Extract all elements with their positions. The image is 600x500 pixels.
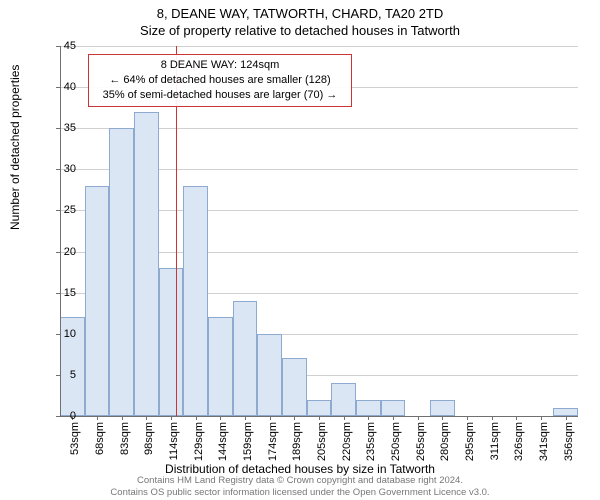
footer-line-1: Contains HM Land Registry data © Crown c… xyxy=(0,475,600,486)
y-tick-label: 5 xyxy=(46,369,76,381)
x-tick-label: 265sqm xyxy=(415,422,427,461)
y-axis-line xyxy=(60,46,61,416)
y-tick-label: 45 xyxy=(46,40,76,52)
y-tick-label: 15 xyxy=(46,287,76,299)
callout-box: 8 DEANE WAY: 124sqm← 64% of detached hou… xyxy=(88,54,352,107)
histogram-bar xyxy=(430,400,455,416)
y-tick-label: 40 xyxy=(46,81,76,93)
x-tick-label: 68sqm xyxy=(94,422,106,455)
x-tick-label: 159sqm xyxy=(242,422,254,461)
histogram-bar xyxy=(553,408,578,416)
x-tick-label: 235sqm xyxy=(365,422,377,461)
x-tick-label: 220sqm xyxy=(341,422,353,461)
y-axis-title: Number of detached properties xyxy=(8,65,22,230)
callout-line-3: 35% of semi-detached houses are larger (… xyxy=(95,88,345,103)
y-tick-label: 0 xyxy=(46,410,76,422)
grid-line xyxy=(60,46,578,47)
callout-line-2: ← 64% of detached houses are smaller (12… xyxy=(95,73,345,88)
histogram-bar xyxy=(233,301,258,416)
y-tick-label: 35 xyxy=(46,122,76,134)
histogram-bar xyxy=(381,400,406,416)
y-tick-label: 30 xyxy=(46,163,76,175)
histogram-bar xyxy=(282,358,307,416)
histogram-bar xyxy=(257,334,282,416)
histogram-bar xyxy=(109,128,134,416)
x-tick-label: 98sqm xyxy=(143,422,155,455)
footer-line-2: Contains OS public sector information li… xyxy=(0,487,600,498)
x-tick-label: 356sqm xyxy=(563,422,575,461)
x-axis-title: Distribution of detached houses by size … xyxy=(0,462,600,476)
histogram-bar xyxy=(307,400,332,416)
x-tick-label: 189sqm xyxy=(291,422,303,461)
histogram-bar xyxy=(208,317,233,416)
histogram-bar xyxy=(356,400,381,416)
y-tick-label: 10 xyxy=(46,328,76,340)
chart-title-desc: Size of property relative to detached ho… xyxy=(0,21,600,38)
histogram-bar xyxy=(183,186,208,416)
y-tick-label: 20 xyxy=(46,246,76,258)
histogram-bar xyxy=(331,383,356,416)
x-tick-label: 250sqm xyxy=(390,422,402,461)
x-tick-label: 174sqm xyxy=(267,422,279,461)
chart-plot-area: 8 DEANE WAY: 124sqm← 64% of detached hou… xyxy=(60,46,578,416)
chart-title-address: 8, DEANE WAY, TATWORTH, CHARD, TA20 2TD xyxy=(0,0,600,21)
callout-line-1: 8 DEANE WAY: 124sqm xyxy=(95,58,345,73)
x-tick-label: 280sqm xyxy=(439,422,451,461)
x-tick-label: 311sqm xyxy=(489,422,501,460)
x-tick-label: 83sqm xyxy=(119,422,131,455)
histogram-bar xyxy=(85,186,110,416)
histogram-bar xyxy=(159,268,184,416)
attribution-footer: Contains HM Land Registry data © Crown c… xyxy=(0,475,600,498)
x-tick-label: 295sqm xyxy=(464,422,476,461)
y-tick-label: 25 xyxy=(46,204,76,216)
x-tick-label: 53sqm xyxy=(69,422,81,455)
x-tick-label: 341sqm xyxy=(538,422,550,461)
x-tick-label: 144sqm xyxy=(217,422,229,461)
x-tick-label: 326sqm xyxy=(513,422,525,461)
x-tick-label: 114sqm xyxy=(168,422,180,460)
x-tick-label: 129sqm xyxy=(193,422,205,461)
x-axis-line xyxy=(60,416,578,417)
x-tick-label: 205sqm xyxy=(316,422,328,461)
histogram-bar xyxy=(134,112,159,416)
